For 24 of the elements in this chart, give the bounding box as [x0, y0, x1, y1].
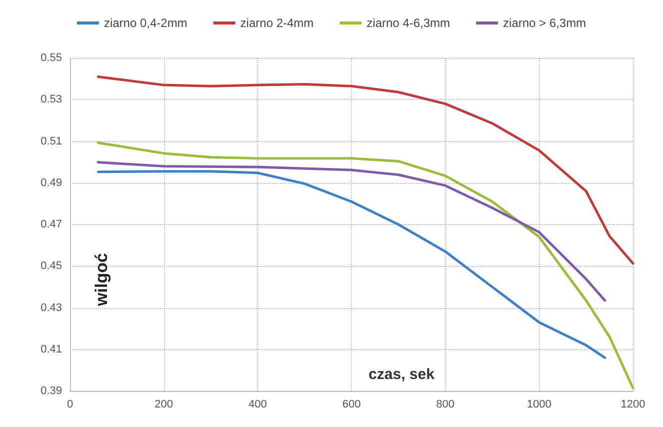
legend-label: ziarno 0,4-2mm	[104, 16, 188, 30]
x-tick-label: 800	[436, 398, 455, 410]
y-tick-label: 0.53	[40, 94, 62, 106]
y-tick-label: 0.41	[40, 343, 62, 356]
line-series	[96, 170, 606, 359]
x-tick-label: 400	[248, 398, 267, 410]
legend-label: ziarno 2-4mm	[240, 16, 314, 30]
line-series	[96, 141, 634, 390]
y-tick-label: 0.55	[40, 52, 62, 64]
y-tick-label: 0.51	[40, 135, 62, 148]
x-tick-label: 600	[342, 398, 361, 410]
y-tick-label: 0.45	[40, 260, 62, 272]
x-tick-label: 1000	[526, 398, 552, 410]
x-tick-label: 200	[154, 398, 174, 410]
legend-label: ziarno > 6,3mm	[503, 16, 586, 30]
x-tick-label: 0	[66, 398, 74, 410]
y-axis-title: wilgoć	[92, 253, 111, 307]
y-tick-label: 0.39	[40, 385, 62, 397]
y-tick-label: 0.43	[40, 302, 62, 314]
y-tick-label: 0.49	[40, 176, 62, 189]
y-tick-label: 0.47	[40, 218, 62, 230]
x-tick-label: 1200	[620, 398, 646, 410]
legend-label: ziarno 4-6,3mm	[366, 16, 450, 30]
x-axis-title: czas, sek	[368, 366, 436, 383]
